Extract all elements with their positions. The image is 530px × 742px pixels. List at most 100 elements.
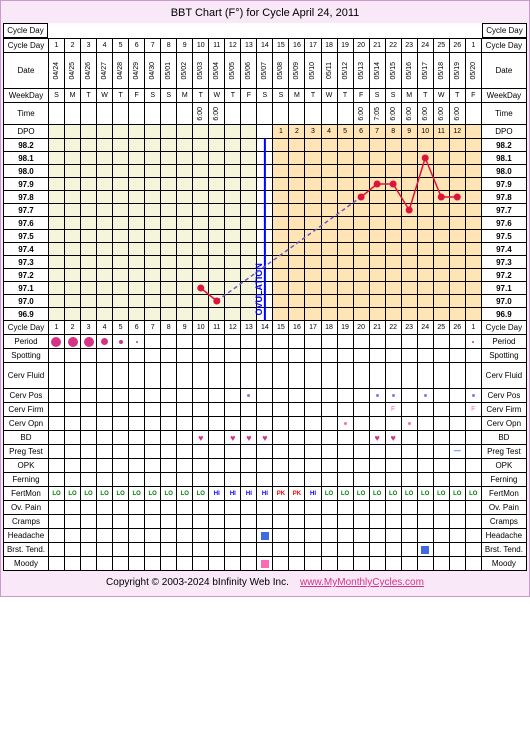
grid-cell <box>97 515 113 529</box>
grid-cell <box>161 459 177 473</box>
grid-cell <box>65 417 81 431</box>
grid-cell <box>321 308 337 321</box>
grid-cell <box>193 139 209 152</box>
grid-cell: LO <box>369 487 385 501</box>
grid-cell <box>353 217 369 230</box>
grid-cell <box>81 389 97 403</box>
grid-cell <box>465 125 481 139</box>
grid-cell <box>161 230 177 243</box>
grid-cell <box>209 191 225 204</box>
grid-cell <box>401 349 417 363</box>
grid-cell <box>113 191 129 204</box>
grid-cell <box>449 152 465 165</box>
grid-cell: 04/30 <box>145 53 161 89</box>
grid-cell <box>449 529 465 543</box>
grid-cell <box>257 139 273 152</box>
grid-cell <box>353 139 369 152</box>
grid-cell <box>273 431 289 445</box>
grid-cell <box>113 103 129 125</box>
grid-cell <box>113 459 129 473</box>
grid-cell <box>225 308 241 321</box>
grid-cell <box>161 178 177 191</box>
row-label: Ov. Pain <box>4 501 49 515</box>
grid-cell: 05/02 <box>177 53 193 89</box>
grid-cell <box>321 363 337 389</box>
grid-cell <box>273 335 289 349</box>
grid-cell: HI <box>225 487 241 501</box>
grid-cell <box>161 139 177 152</box>
grid-cell <box>241 295 257 308</box>
grid-cell <box>417 459 433 473</box>
grid-cell <box>465 256 481 269</box>
grid-cell <box>321 282 337 295</box>
site-link[interactable]: www.MyMonthlyCycles.com <box>300 577 424 588</box>
grid-cell <box>225 165 241 178</box>
grid-cell <box>225 417 241 431</box>
grid-cell <box>145 152 161 165</box>
row-label-r: 97.3 <box>481 256 526 269</box>
row-label: Brst. Tend. <box>4 543 49 557</box>
row-label: 97.1 <box>4 282 49 295</box>
grid-cell <box>433 431 449 445</box>
grid-cell <box>81 139 97 152</box>
grid-cell <box>65 459 81 473</box>
row-label-r: BD <box>481 431 526 445</box>
grid-cell <box>193 473 209 487</box>
grid-cell <box>48 165 64 178</box>
grid-cell <box>177 501 193 515</box>
grid-cell <box>273 103 289 125</box>
grid-cell: S <box>145 89 161 103</box>
grid-cell <box>97 403 113 417</box>
grid-cell <box>241 269 257 282</box>
grid-cell <box>129 529 145 543</box>
grid-cell <box>48 269 64 282</box>
row-label-r: 97.0 <box>481 295 526 308</box>
grid-cell <box>145 515 161 529</box>
row-label: Cerv Fluid <box>4 363 49 389</box>
grid-cell: 04/28 <box>113 53 129 89</box>
grid-cell: LO <box>385 487 401 501</box>
grid-cell <box>465 557 481 571</box>
row-label: Ferning <box>4 473 49 487</box>
grid-cell <box>369 501 385 515</box>
grid-cell <box>225 103 241 125</box>
grid-cell: 05/13 <box>353 53 369 89</box>
grid-cell <box>145 125 161 139</box>
grid-cell <box>369 308 385 321</box>
grid-cell <box>97 389 113 403</box>
grid-cell: 6:00 <box>385 103 401 125</box>
grid-cell <box>417 417 433 431</box>
grid-cell <box>129 243 145 256</box>
grid-cell <box>401 389 417 403</box>
row-label-r: Brst. Tend. <box>481 543 526 557</box>
row-label: 96.9 <box>4 308 49 321</box>
grid-cell <box>113 363 129 389</box>
grid-cell <box>48 349 64 363</box>
grid-cell <box>369 473 385 487</box>
grid-cell: S <box>48 89 64 103</box>
grid-cell <box>465 282 481 295</box>
grid-cell <box>401 139 417 152</box>
grid-cell <box>257 403 273 417</box>
grid-cell <box>193 543 209 557</box>
grid-cell <box>129 308 145 321</box>
grid-cell <box>161 445 177 459</box>
row-label-r: Cycle Day <box>481 39 526 53</box>
grid-cell <box>321 557 337 571</box>
grid-cell <box>129 204 145 217</box>
grid-cell <box>48 431 64 445</box>
grid-cell <box>113 308 129 321</box>
grid-cell <box>465 308 481 321</box>
grid-cell <box>193 335 209 349</box>
grid-cell <box>48 204 64 217</box>
grid-cell <box>177 473 193 487</box>
grid-cell <box>241 217 257 230</box>
grid-cell <box>97 269 113 282</box>
grid-cell <box>241 557 257 571</box>
grid-cell: 8 <box>161 321 177 335</box>
grid-cell <box>48 295 64 308</box>
grid-cell: 26 <box>449 321 465 335</box>
grid-cell: 22 <box>385 321 401 335</box>
grid-cell <box>161 431 177 445</box>
grid-cell <box>193 125 209 139</box>
